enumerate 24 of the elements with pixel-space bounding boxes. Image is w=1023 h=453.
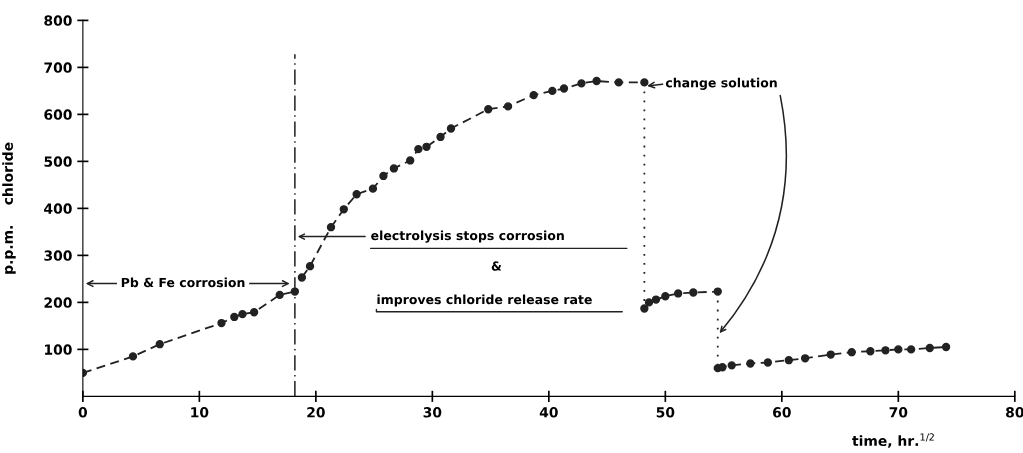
y-axis-title: p.p.m. chloride <box>2 142 16 274</box>
annotation: change solution <box>665 77 777 90</box>
annotation: improves chloride release rate <box>377 294 592 307</box>
y-tick-label: 800 <box>44 15 72 26</box>
annotation: & <box>491 261 502 271</box>
x-tick-label: 70 <box>889 407 908 418</box>
y-tick-label: 400 <box>44 203 72 214</box>
x-tick-label: 50 <box>656 407 675 418</box>
x-tick-label: 0 <box>78 407 88 418</box>
y-tick-label: 600 <box>44 109 72 120</box>
y-tick-label: 500 <box>44 156 72 167</box>
y-tick-label: 700 <box>44 62 72 73</box>
y-tick-label: 100 <box>45 344 72 355</box>
annotation: Pb & Fe corrosion <box>121 277 245 288</box>
x-tick-label: 80 <box>1006 407 1023 418</box>
y-tick-label: 200 <box>44 297 72 308</box>
y-tick-label: 300 <box>44 250 72 261</box>
x-axis-title: time, hr.$^{1/2}$ <box>852 433 934 448</box>
x-tick-label: 20 <box>307 407 325 418</box>
x-tick-label: 10 <box>191 407 209 418</box>
x-tick-label: 60 <box>773 407 791 418</box>
x-tick-label: 30 <box>423 407 442 418</box>
x-tick-label: 40 <box>539 407 558 418</box>
annotation: electrolysis stops corrosion <box>371 230 564 243</box>
